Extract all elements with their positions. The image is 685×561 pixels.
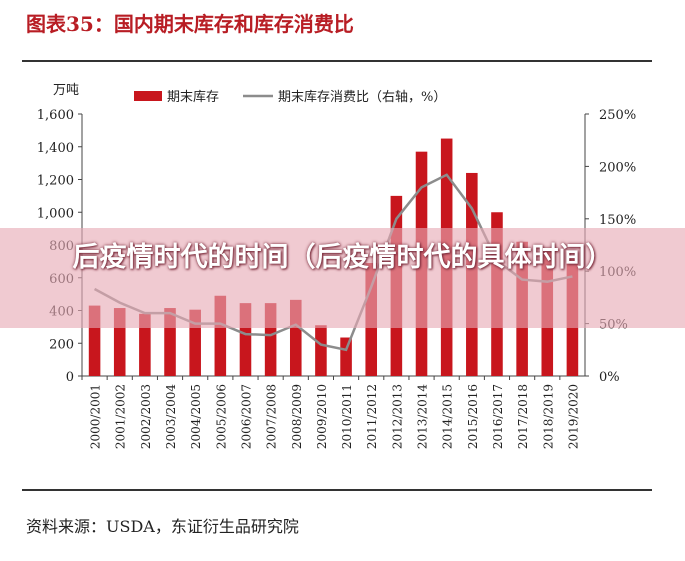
x-tick-label: 2016/2017	[491, 384, 505, 449]
figure-title: 图表35：国内期末库存和库存消费比	[26, 12, 354, 36]
y-tick-label: 200	[49, 337, 74, 352]
x-tick-label: 2010/2011	[340, 384, 354, 449]
bar	[315, 325, 327, 376]
bar	[113, 308, 126, 376]
bar	[264, 303, 277, 376]
x-tick-label: 2013/2014	[416, 384, 430, 449]
tick-labels: 02004006008001,0001,2001,4001,6000%50%10…	[37, 83, 636, 449]
x-tick-label: 2004/2005	[189, 384, 203, 449]
x-tick-label: 2002/2003	[139, 384, 153, 449]
x-tick-label: 2001/2002	[114, 384, 128, 449]
x-tick-label: 2012/2013	[390, 384, 404, 449]
legend-label: 期末库存	[167, 89, 219, 105]
y-tick-label: 1,400	[37, 141, 74, 156]
bar	[239, 303, 252, 376]
bar	[214, 295, 227, 376]
top-rule	[22, 60, 652, 62]
bottom-rule	[22, 489, 652, 491]
x-tick-label: 2008/2009	[290, 384, 304, 449]
y-tick-label: 0	[66, 370, 74, 385]
legend-swatch-bar	[134, 91, 162, 101]
x-tick-label: 2009/2010	[315, 384, 329, 449]
chart-legend: 期末库存 期末库存消费比（右轴，%）	[134, 89, 446, 105]
x-tick-label: 2011/2012	[365, 384, 379, 449]
x-tick-label: 2018/2019	[541, 384, 555, 449]
source-note: 资料来源：USDA，东证衍生品研究院	[26, 517, 299, 536]
y-tick-label: 1,200	[37, 174, 74, 189]
bar	[289, 299, 302, 376]
x-tick-label: 2006/2007	[239, 384, 253, 449]
overlay-title: 后疫情时代的时间（后疫情时代的具体时间）	[72, 242, 613, 273]
y-tick-label: 1,600	[37, 108, 74, 123]
title-overlay-band	[0, 228, 685, 328]
y2-tick-label: 200%	[599, 160, 636, 175]
bar	[88, 305, 101, 376]
x-tick-label: 2015/2016	[466, 384, 480, 449]
x-tick-label: 2017/2018	[516, 384, 530, 449]
y-unit-label: 万吨	[53, 83, 79, 98]
x-tick-label: 2019/2020	[566, 384, 580, 449]
x-tick-label: 2005/2006	[214, 384, 228, 449]
y2-tick-label: 250%	[599, 108, 636, 123]
x-tick-label: 2000/2001	[89, 384, 103, 449]
legend-label: 期末库存消费比（右轴，%）	[278, 89, 446, 105]
x-tick-label: 2003/2004	[164, 384, 178, 449]
bar	[189, 309, 201, 376]
bar	[139, 313, 151, 376]
x-tick-label: 2007/2008	[265, 384, 279, 449]
y-tick-label: 1,000	[37, 206, 74, 221]
bar	[340, 337, 352, 376]
y2-tick-label: 150%	[599, 213, 636, 228]
x-tick-label: 2014/2015	[441, 384, 455, 449]
bar	[164, 308, 176, 376]
y2-tick-label: 0%	[599, 370, 620, 385]
